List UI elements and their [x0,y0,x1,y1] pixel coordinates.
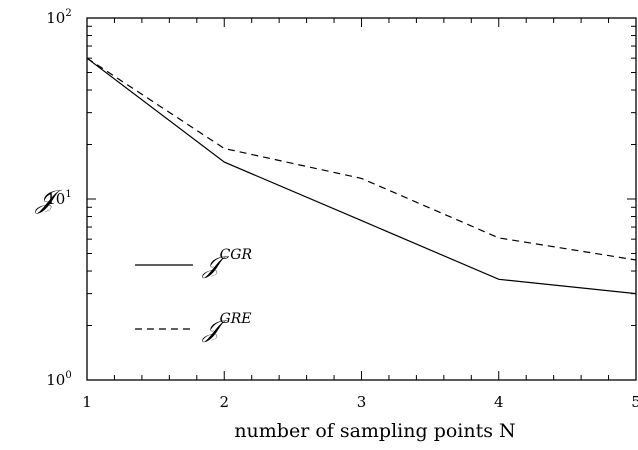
y-tick-label: 100 [46,370,71,389]
x-tick-label: 2 [219,393,229,411]
x-tick-label: 1 [82,393,92,411]
x-tick-label: 5 [631,393,638,411]
legend-label: 𝒥CGR [202,247,252,279]
legend: 𝒥CGR 𝒥GRE [135,247,252,343]
plot-frame [86,17,637,381]
series-group [86,57,637,295]
y-tick-label: 102 [46,8,71,27]
x-tick-label: 3 [357,393,367,411]
series-line-cgr [86,57,637,295]
legend-label: 𝒥GRE [202,311,252,343]
axis-ticks [86,17,637,381]
x-tick-label: 4 [494,393,504,411]
series-line-gre [86,57,637,261]
x-axis-label: number of sampling points N [234,420,515,442]
